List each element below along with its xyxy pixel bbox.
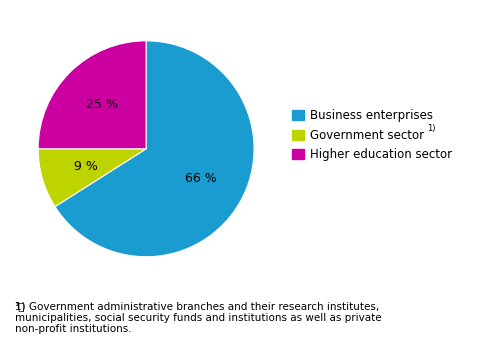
Text: 66 %: 66 % — [185, 172, 217, 185]
Text: 1) Government administrative branches and their research institutes,
municipalit: 1) Government administrative branches an… — [15, 301, 381, 334]
Text: 1): 1) — [427, 124, 435, 133]
Wedge shape — [55, 41, 254, 257]
Wedge shape — [38, 41, 146, 149]
Legend: Business enterprises, Government sector, Higher education sector: Business enterprises, Government sector,… — [292, 109, 452, 161]
Text: ¹⧣: ¹⧣ — [15, 301, 25, 311]
Wedge shape — [38, 149, 146, 207]
Text: 25 %: 25 % — [86, 98, 118, 111]
Text: 9 %: 9 % — [74, 160, 98, 173]
